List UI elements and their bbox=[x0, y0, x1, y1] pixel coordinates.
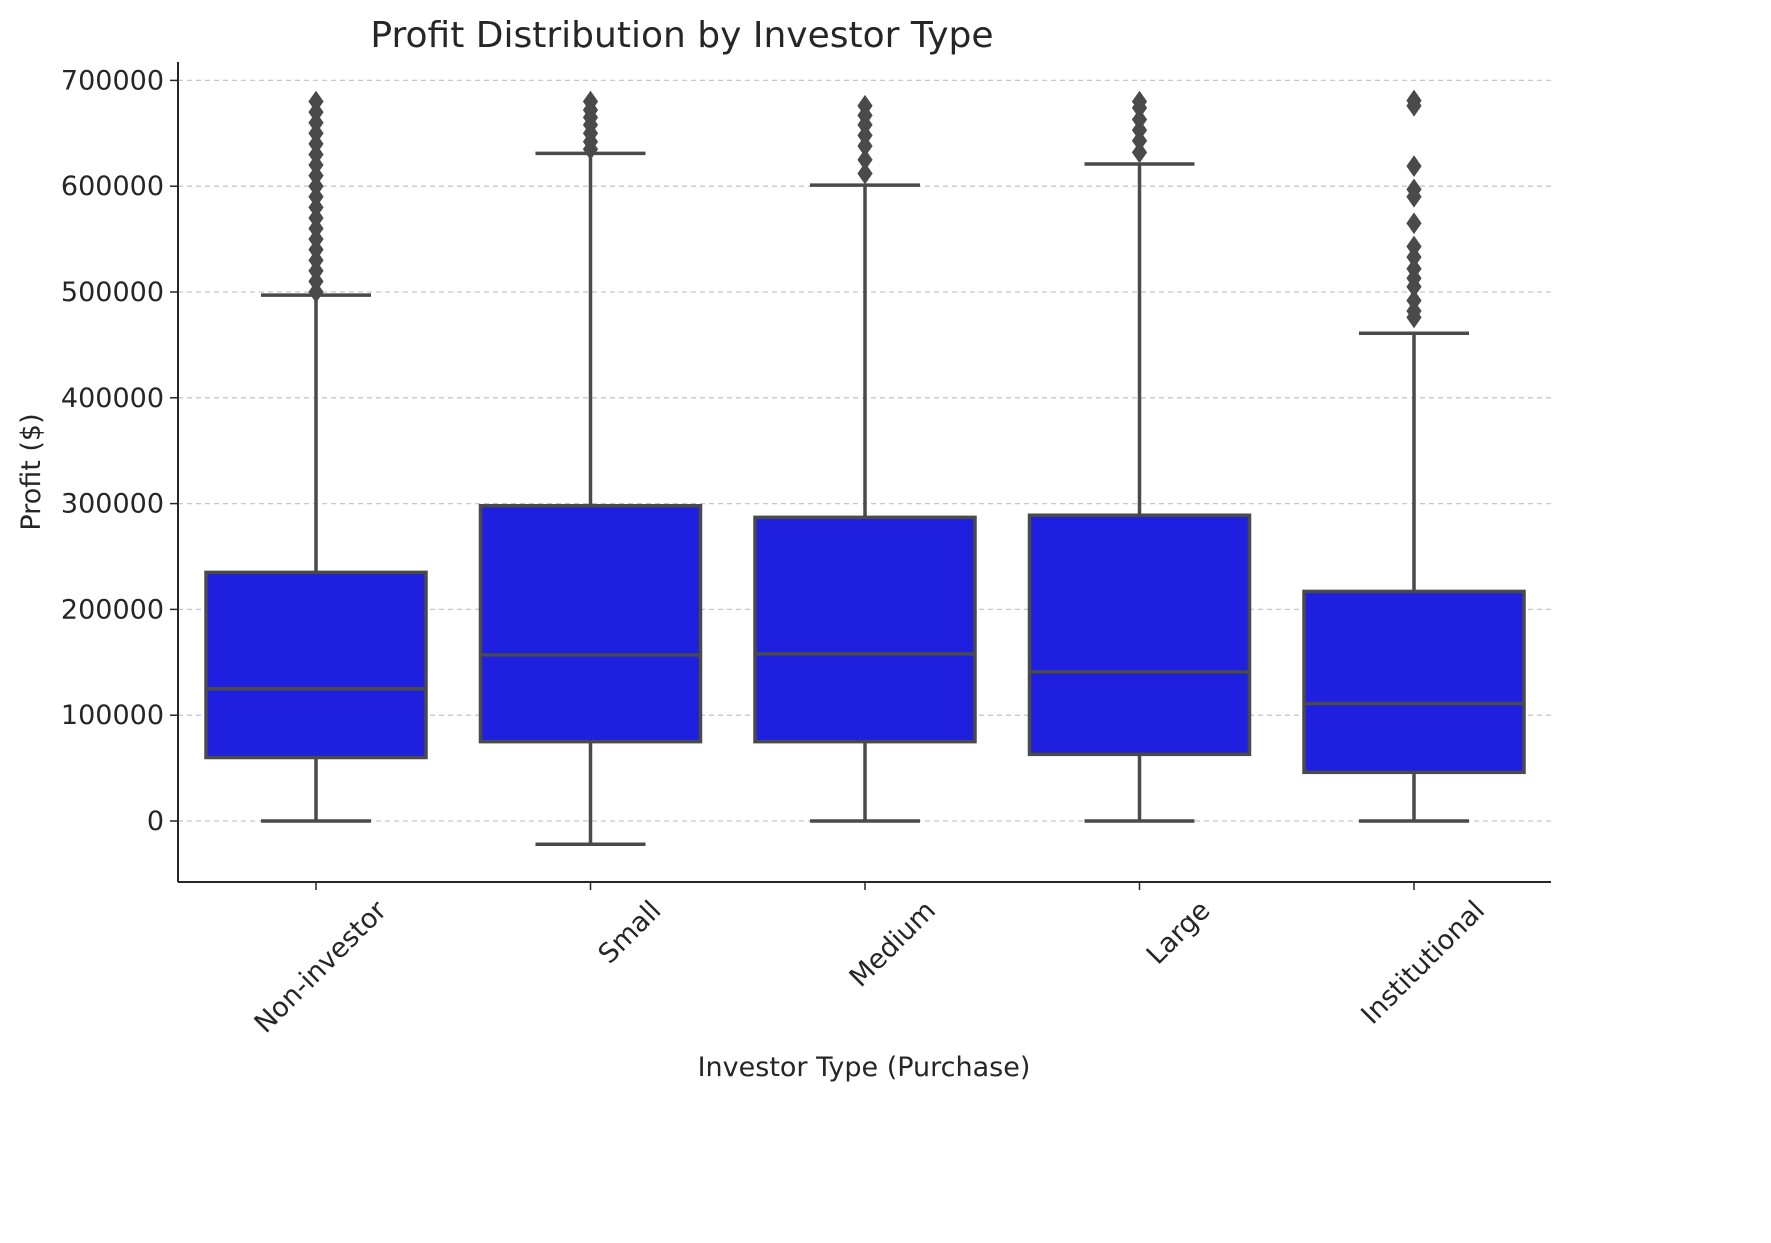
y-tick-label: 700000 bbox=[61, 65, 164, 96]
box-small bbox=[478, 90, 703, 847]
outlier-point bbox=[1406, 257, 1422, 280]
y-tick-label: 300000 bbox=[61, 489, 164, 520]
outlier-point bbox=[1406, 178, 1422, 201]
y-tick-label: 600000 bbox=[61, 171, 164, 202]
box-non-investor bbox=[204, 90, 428, 823]
box-institutional bbox=[1302, 89, 1526, 823]
y-tick-label: 100000 bbox=[61, 700, 164, 731]
y-tick-label: 0 bbox=[147, 806, 164, 837]
x-tick-label: Small bbox=[592, 895, 667, 970]
chart-title: Profit Distribution by Investor Type bbox=[370, 15, 993, 56]
outlier-point bbox=[1406, 89, 1422, 112]
x-tick-label: Medium bbox=[844, 895, 942, 993]
outlier-point bbox=[1131, 141, 1148, 164]
boxes bbox=[204, 89, 1526, 847]
x-tick-label: Institutional bbox=[1355, 895, 1491, 1031]
y-tick-label: 500000 bbox=[61, 277, 164, 308]
iqr-box bbox=[1027, 513, 1252, 757]
box-large bbox=[1027, 90, 1252, 823]
box-medium bbox=[753, 94, 977, 823]
outlier-point bbox=[1131, 108, 1148, 131]
box-plot-chart: Profit Distribution by Investor Type 0 10… bbox=[16, 15, 1551, 1083]
iqr-box bbox=[204, 570, 428, 760]
outlier-point bbox=[308, 90, 324, 113]
x-tick-label: Large bbox=[1141, 895, 1217, 971]
iqr-box bbox=[753, 515, 977, 744]
outlier-point bbox=[857, 94, 873, 117]
y-tick-label: 200000 bbox=[61, 594, 164, 625]
y-axis-label: Profit ($) bbox=[16, 413, 47, 530]
outlier-point bbox=[857, 148, 873, 171]
iqr-box bbox=[1302, 589, 1526, 775]
axes bbox=[170, 62, 1551, 890]
outlier-point bbox=[1406, 155, 1422, 177]
outlier-point bbox=[1406, 289, 1422, 312]
x-tick-label: Non-investor bbox=[249, 894, 394, 1039]
outlier-point bbox=[1131, 90, 1148, 113]
x-axis-label: Investor Type (Purchase) bbox=[698, 1052, 1031, 1083]
outlier-point bbox=[1406, 212, 1422, 235]
y-tick-label: 400000 bbox=[61, 383, 164, 414]
outlier-point bbox=[582, 90, 599, 113]
iqr-box bbox=[478, 503, 703, 744]
chart-container: Profit Distribution by Investor Type 0 10… bbox=[16, 15, 1551, 1083]
outlier-point bbox=[1406, 235, 1422, 258]
outlier-point bbox=[857, 162, 873, 185]
